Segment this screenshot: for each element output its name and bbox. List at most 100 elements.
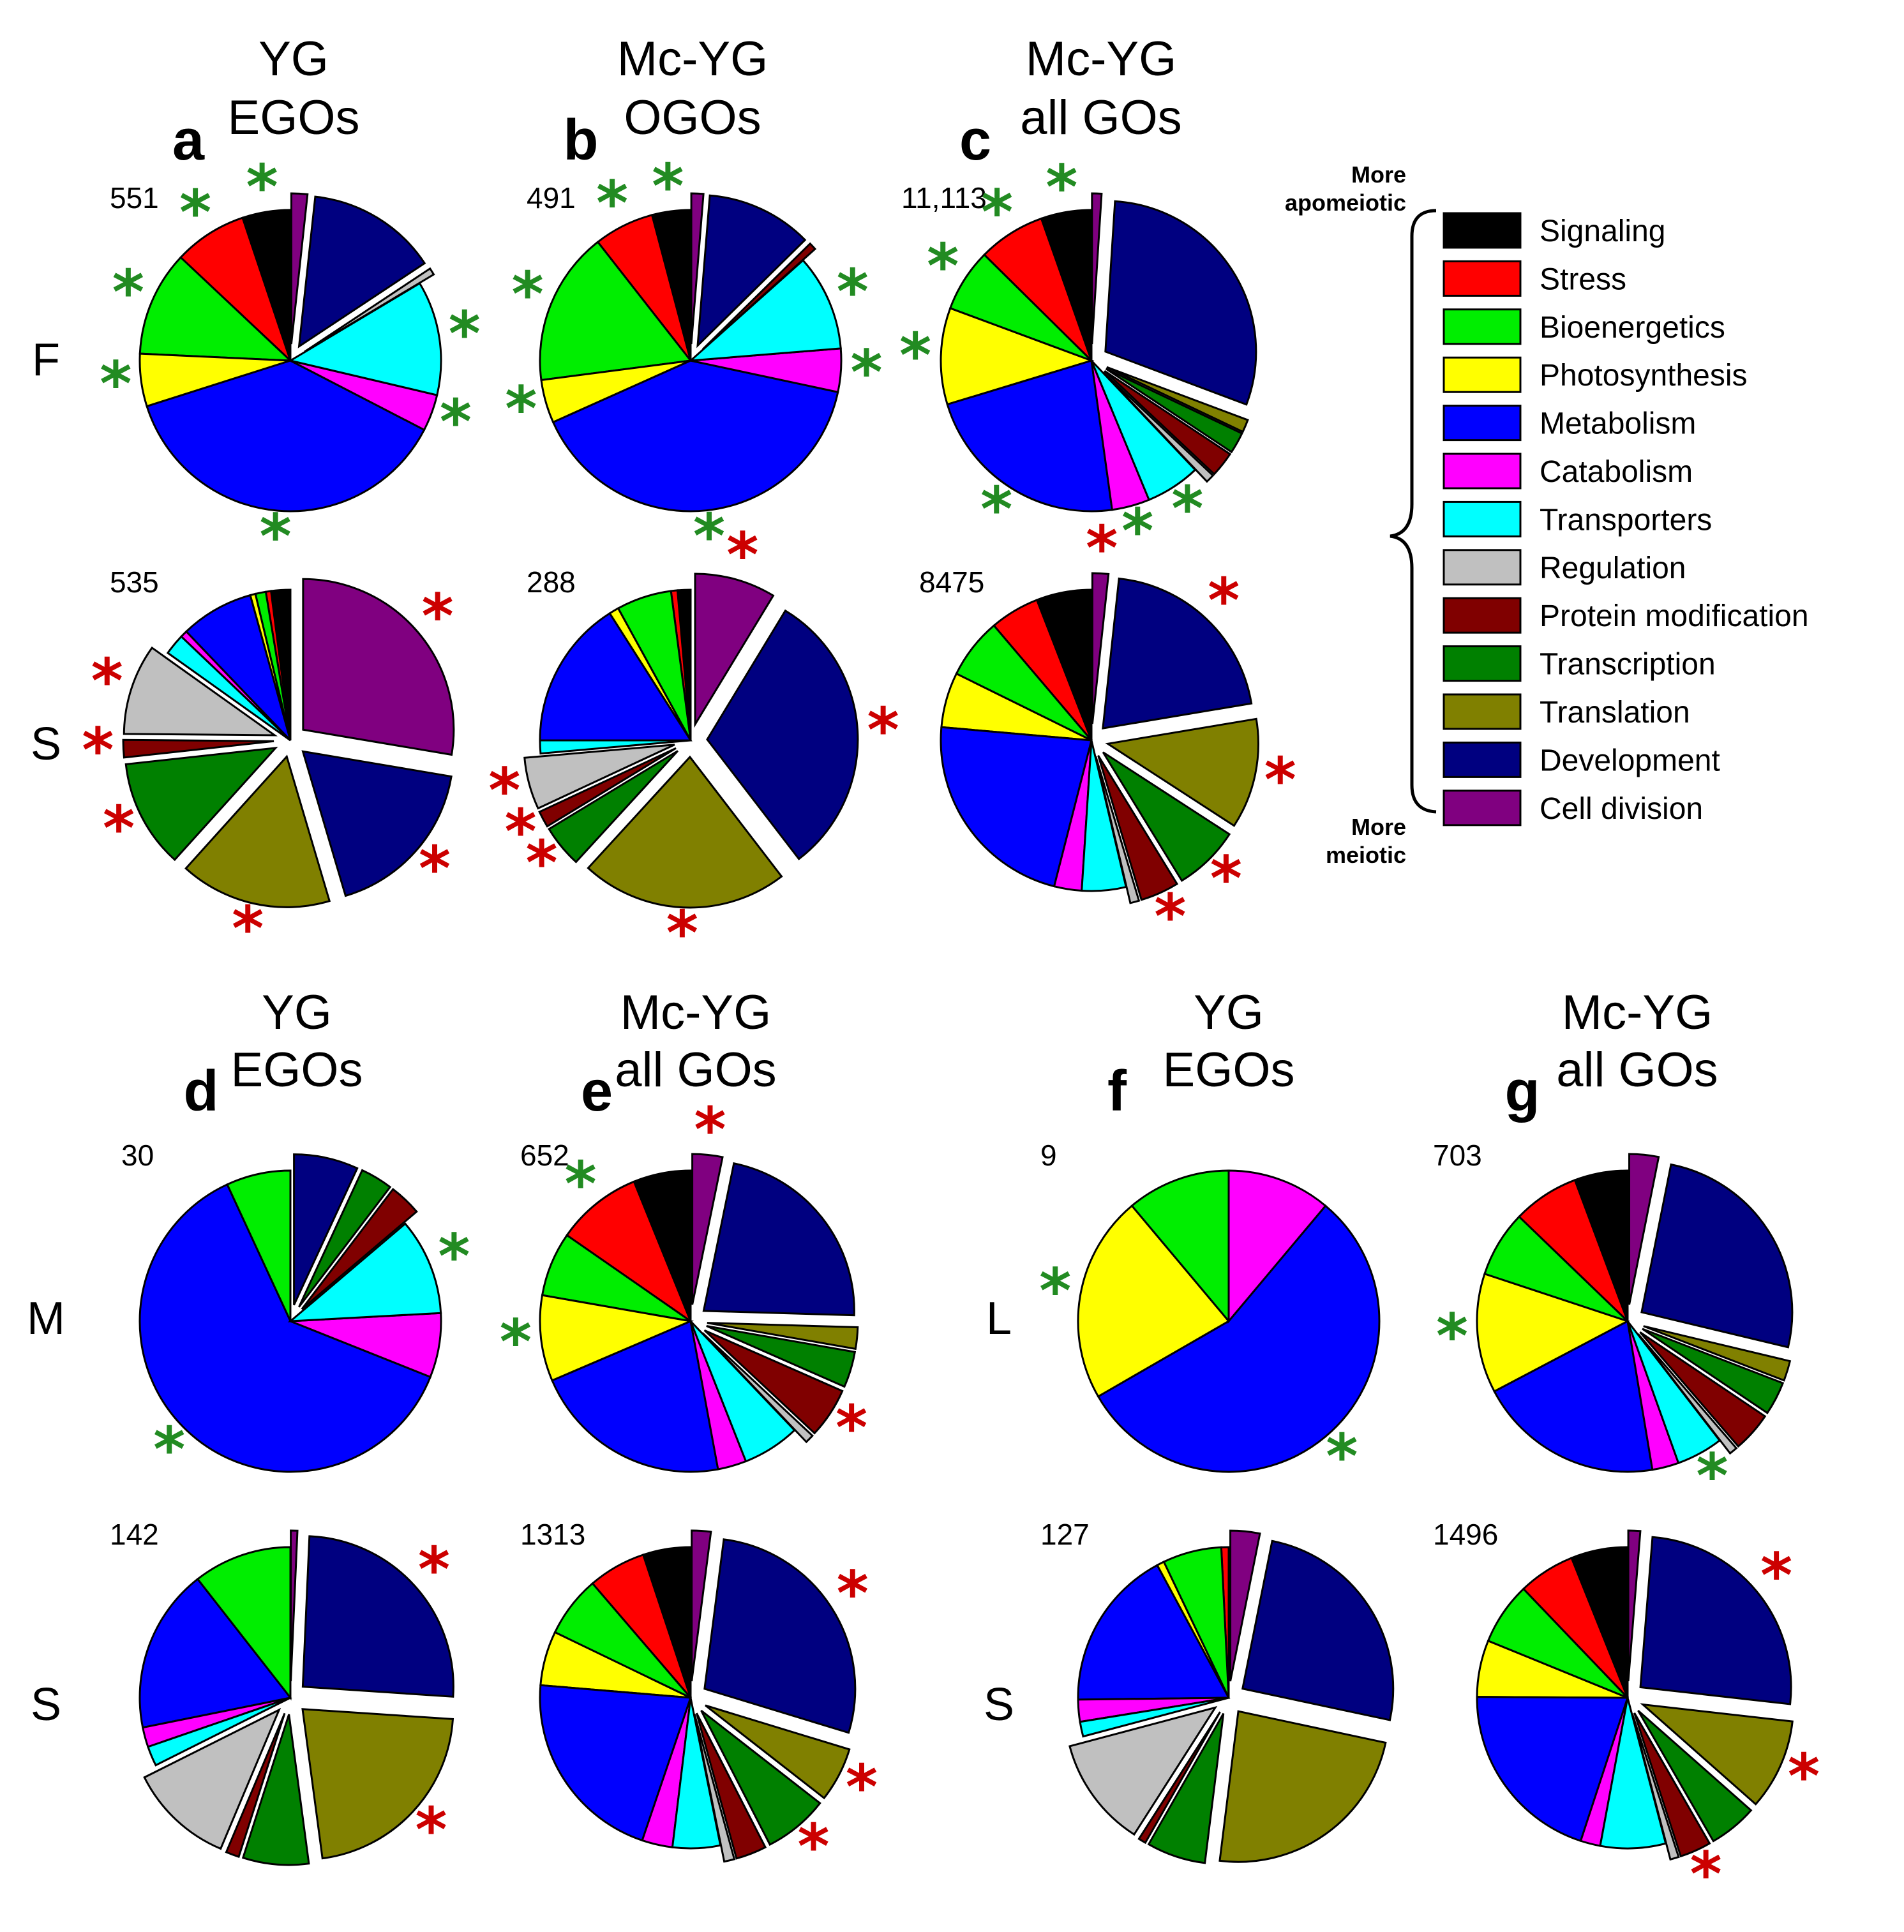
slice-stress (566, 1180, 693, 1324)
row-label-s-bottom-right: S (984, 1679, 1014, 1730)
slice-translation (1640, 1703, 1794, 1806)
slice-transcription (1147, 1712, 1225, 1864)
significance-star-metabolism: * (980, 474, 1012, 546)
legend: More apomeiotic More meiotic Signaling St… (1285, 161, 1809, 868)
legend-label-signaling: Signaling (1540, 214, 1665, 248)
panel-b-header-line2: OGOs (624, 91, 761, 145)
slice-cell-division (1628, 1153, 1660, 1305)
row-label-s-bottom-left: S (31, 1679, 61, 1730)
slice-cell-division (302, 578, 455, 756)
slice-protein-modification (1633, 1712, 1711, 1858)
significance-star-signaling: * (246, 152, 278, 223)
count-label-b-s: 288 (527, 565, 576, 599)
legend-label-transporters: Transporters (1540, 503, 1712, 537)
panel-a-header-line2: EGOs (228, 91, 360, 145)
pie-f-l: ** (1039, 1169, 1381, 1492)
significance-star-cell-division: * (726, 520, 758, 591)
legend-brace-lower (1410, 568, 1437, 814)
slice-translation (587, 755, 783, 909)
slice-protein-modification (695, 1712, 767, 1860)
legend-top-note-line1: More (1351, 161, 1406, 188)
significance-star-cell-division: * (1086, 513, 1118, 584)
pie-e-m: * * * * (500, 1095, 867, 1473)
slice-protein-modification (1104, 370, 1232, 476)
slice-protein-modification (1639, 1331, 1767, 1448)
slice-development (301, 750, 453, 897)
slice-transcription (706, 1325, 857, 1388)
significance-star-stress: * (179, 177, 211, 249)
slice-metabolism (146, 359, 426, 513)
slice-transcription (124, 746, 278, 862)
legend-swatch-photosynthesis (1443, 356, 1522, 393)
slice-metabolism (1493, 1319, 1654, 1473)
slice-metabolism (551, 359, 839, 513)
slice-translation (1106, 366, 1249, 433)
slice-translation (707, 1322, 859, 1351)
slice-transporters (1599, 1697, 1667, 1850)
slice-protein-modification (701, 242, 817, 350)
row-label-l: L (986, 1293, 1012, 1344)
count-label-e-s: 1313 (520, 1518, 585, 1551)
significance-star-transporters: * (1171, 473, 1203, 544)
panel-letter-g: g (1505, 1060, 1540, 1123)
count-label-c-s: 8475 (919, 565, 984, 599)
pie-e-s: *** (539, 1529, 878, 1883)
legend-swatch-transporters (1443, 500, 1522, 537)
slice-development (1104, 200, 1257, 406)
significance-star-photosynthesis: * (500, 1307, 532, 1378)
slice-transcription (241, 1714, 310, 1866)
count-label-a-f: 551 (110, 181, 159, 214)
slice-protein-modification (1137, 1711, 1221, 1845)
significance-star-translation: * (1788, 1741, 1820, 1813)
significance-star-signaling: * (1046, 152, 1077, 223)
panel-letter-c: c (959, 109, 991, 172)
panel-g-header-line2: all GOs (1556, 1043, 1718, 1097)
slice-stress (1517, 1178, 1629, 1322)
significance-star-development: * (419, 833, 451, 904)
panel-b-header-line1: Mc-YG (617, 32, 768, 86)
panel-e-header-line2: all GOs (615, 1043, 776, 1097)
slice-transcription (1102, 751, 1231, 882)
panel-g-header-line1: Mc-YG (1562, 985, 1713, 1040)
significance-star-photosynthesis: * (1039, 1255, 1071, 1327)
legend-bottom-note-line1: More (1351, 814, 1406, 840)
significance-star-development: * (1760, 1540, 1792, 1612)
row-label-s-top: S (31, 719, 61, 770)
pie-f-s (1068, 1529, 1395, 1864)
panel-a-header-line1: YG (259, 32, 329, 86)
significance-star-photosynthesis: * (505, 373, 537, 445)
panel-d-header-line2: EGOs (231, 1043, 363, 1097)
significance-star-translation: * (232, 894, 264, 965)
significance-star-development: * (1208, 565, 1240, 636)
significance-star-protein-modification: * (82, 715, 114, 786)
pie-b-s: ****** (488, 520, 899, 970)
significance-star-metabolism: * (260, 501, 292, 573)
pie-c-s: * * * * * (940, 513, 1296, 953)
significance-star-translation: * (1264, 744, 1296, 816)
slice-transporters (146, 1696, 291, 1767)
count-label-d-m: 30 (121, 1139, 154, 1172)
slice-development (301, 1535, 454, 1698)
slice-transporters (539, 739, 691, 755)
slice-cell-division (1627, 1529, 1642, 1682)
significance-star-transporters: * (438, 1221, 470, 1292)
panel-letter-e: e (581, 1060, 613, 1123)
slice-protein-modification (225, 1712, 286, 1859)
count-label-b-f: 491 (527, 181, 576, 214)
slice-cell-division (690, 192, 705, 345)
significance-star-stress: * (596, 168, 628, 239)
slice-bioenergetics (196, 1546, 292, 1701)
legend-swatch-development (1443, 741, 1522, 778)
significance-star-protein-modification: * (1690, 1839, 1721, 1910)
legend-label-protein-modification: Protein modification (1540, 599, 1809, 633)
slice-protein-modification (301, 1188, 418, 1310)
legend-swatch-cell-division (1443, 790, 1522, 827)
legend-swatch-translation (1443, 693, 1522, 730)
slice-metabolism (184, 594, 292, 742)
slice-cell-division (290, 1529, 299, 1682)
slice-photosynthesis (940, 306, 1095, 406)
significance-star-catabolism: * (1121, 495, 1153, 567)
slice-regulation (1637, 1333, 1738, 1455)
legend-label-transcription: Transcription (1540, 648, 1716, 682)
slice-development (293, 1153, 359, 1306)
